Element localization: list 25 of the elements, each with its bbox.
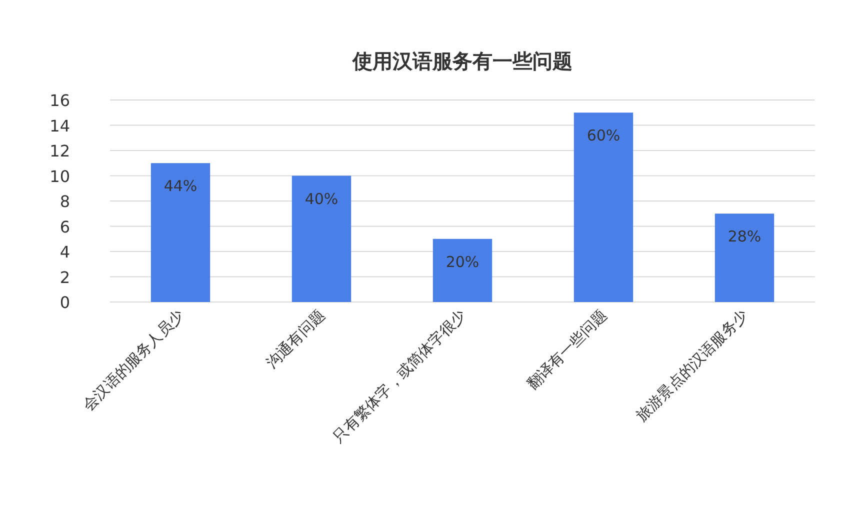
annotation: 40% xyxy=(304,190,338,208)
bar xyxy=(574,112,634,302)
y-tick-label: 12 xyxy=(50,142,70,160)
y-tick-label: 0 xyxy=(60,293,70,312)
annotation: 60% xyxy=(586,126,620,145)
y-tick-label: 6 xyxy=(60,217,70,236)
annotation: 28% xyxy=(728,228,762,246)
chart-title: 使用汉语服务有一些问题 xyxy=(352,49,572,73)
bar xyxy=(150,163,210,302)
x-tick-label: 旅游景点的汉语服务少 xyxy=(632,306,752,425)
y-tick-label: 10 xyxy=(50,166,70,186)
x-tick-label: 只有繁体字，或简体字很少 xyxy=(329,306,470,446)
y-tick-label: 4 xyxy=(60,242,70,262)
y-tick-label: 8 xyxy=(60,192,70,211)
annotation: 44% xyxy=(164,177,198,196)
bar xyxy=(432,238,492,302)
x-tick-label: 翻译有一些问题 xyxy=(523,306,610,394)
annotation: 20% xyxy=(446,252,480,271)
y-tick-label: 16 xyxy=(50,91,70,110)
x-tick-label: 沟通有问题 xyxy=(262,306,328,372)
bar xyxy=(714,214,774,302)
x-tick-label: 会汉语的服务人员少 xyxy=(79,306,188,414)
y-tick-label: 14 xyxy=(50,116,70,136)
bar xyxy=(292,176,352,302)
y-tick-label: 2 xyxy=(60,268,70,287)
